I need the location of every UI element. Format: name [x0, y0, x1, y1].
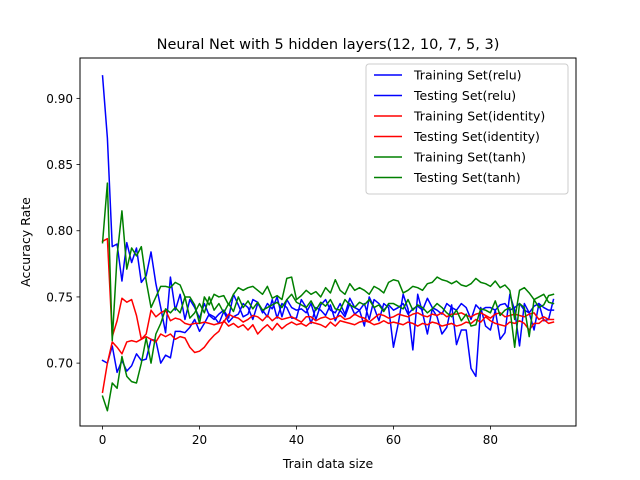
y-tick-label: 0.70 [46, 357, 73, 371]
series-line-2 [101, 237, 555, 341]
series-layer [101, 75, 555, 412]
series-line-5 [101, 293, 555, 412]
legend-label-5: Testing Set(tanh) [413, 170, 521, 185]
series-line-3 [101, 316, 555, 394]
legend-label-2: Training Set(identity) [413, 109, 545, 124]
y-axis-title: Accuracy Rate [18, 197, 33, 287]
series-line-1 [101, 293, 555, 378]
series-line-4 [101, 182, 555, 342]
x-tick-label: 60 [386, 433, 401, 447]
x-axis-title: Train data size [282, 456, 374, 471]
x-tick-label: 40 [289, 433, 304, 447]
legend-box [365, 63, 569, 195]
series-line-0 [101, 75, 555, 334]
y-tick-label: 0.75 [46, 290, 73, 304]
y-tick-label: 0.85 [46, 158, 73, 172]
legend-label-1: Testing Set(relu) [413, 88, 516, 103]
x-tick-label: 0 [99, 433, 107, 447]
legend-label-4: Training Set(tanh) [413, 150, 526, 165]
x-axis: 0 20 40 60 80 [99, 426, 498, 447]
y-tick-label: 0.90 [46, 92, 73, 106]
legend-label-3: Testing Set(identity) [413, 129, 540, 144]
legend: Training Set(relu) Testing Set(relu) Train… [365, 63, 569, 195]
y-axis: 0.70 0.75 0.80 0.85 0.90 [46, 92, 80, 371]
chart-title: Neural Net with 5 hidden layers(12, 10, … [157, 37, 500, 53]
legend-label-0: Training Set(relu) [413, 68, 522, 83]
y-tick-label: 0.80 [46, 224, 73, 238]
x-tick-label: 20 [192, 433, 207, 447]
x-tick-label: 80 [483, 433, 498, 447]
plot-frame [79, 57, 577, 427]
